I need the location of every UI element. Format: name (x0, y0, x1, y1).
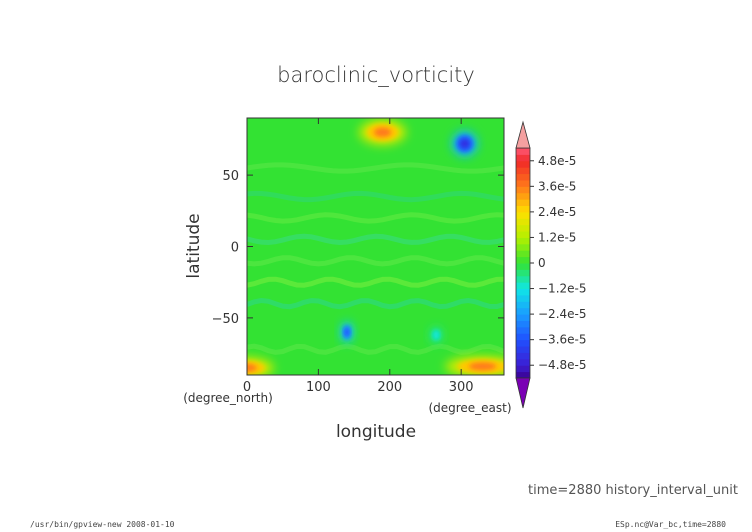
feature-core (247, 363, 257, 372)
x-tick-label: 0 (243, 380, 251, 395)
feature-core (433, 331, 439, 339)
colorbar-tick-label: 1.2e-5 (538, 230, 576, 244)
chart-title: baroclinic_vorticity (277, 63, 475, 87)
y-unit-label: (degree_north) (183, 391, 273, 405)
colorbar-over-arrow (515, 120, 531, 149)
colorbar-segment (516, 294, 530, 302)
y-axis-label: latitude (184, 213, 204, 278)
colorbar-segment (516, 307, 530, 315)
y-tick-label: 0 (231, 241, 239, 256)
colorbar-segment (516, 358, 530, 366)
x-axis-label: longitude (336, 422, 416, 442)
footer-left: /usr/bin/gpview-new 2008-01-10 (30, 520, 175, 529)
colorbar-segment (516, 263, 530, 270)
colorbar-segment (516, 301, 530, 309)
texture-band (247, 343, 504, 355)
colorbar-tick-label: 4.8e-5 (538, 154, 576, 168)
colorbar-segment (516, 333, 530, 341)
colorbar-segment (516, 250, 530, 258)
colorbar-segment (516, 167, 530, 175)
colorbar-segment (516, 179, 530, 187)
colorbar-tick-label: 2.4e-5 (538, 205, 576, 219)
colorbar-segment (516, 199, 530, 206)
colorbar-tick-label: 3.6e-5 (538, 179, 576, 193)
colorbar-segment (516, 186, 530, 194)
y-axis: 50 0 −50 (212, 169, 504, 327)
colorbar-segment (516, 371, 530, 379)
y-tick-label: 50 (222, 169, 239, 184)
colorbar-segment (516, 192, 530, 200)
x-tick-label: 100 (306, 380, 331, 395)
colorbar-segment (516, 243, 530, 251)
colorbar-segment (516, 231, 530, 238)
colorbar-segment (516, 256, 530, 264)
colorbar-segment (516, 275, 530, 283)
feature-core (374, 127, 392, 137)
texture-band (247, 190, 504, 203)
colorbar-segment (516, 154, 530, 162)
plot-area (247, 118, 504, 375)
colorbar-segment (516, 211, 530, 219)
colorbar-segment (516, 326, 530, 334)
colorbar-tick-label: −4.8e-5 (538, 358, 587, 372)
colorbar-segment (516, 288, 530, 296)
colorbar-segment (516, 173, 530, 181)
texture-band (247, 233, 504, 246)
texture-band (247, 276, 504, 288)
colorbar-segment (516, 237, 530, 245)
colorbar-segment (516, 320, 530, 328)
x-tick-label: 300 (449, 380, 474, 395)
colorbar-segment (516, 282, 530, 290)
footer-right: ESp.nc@Var_bc,time=2880 (615, 520, 726, 529)
texture-band (247, 297, 504, 310)
texture-band (247, 212, 504, 224)
field-background (247, 118, 504, 375)
x-tick-label: 200 (377, 380, 402, 395)
colorbar-segment (516, 346, 530, 353)
x-unit-label: (degree_east) (428, 401, 511, 415)
colorbar-segment (516, 160, 530, 168)
y-tick-label: −50 (212, 312, 239, 327)
colorbar-segment (516, 339, 530, 347)
colorbar: 4.8e-5 3.6e-5 2.4e-5 1.2e-5 0 −1.2e-5 −2.4e-5 −… (515, 120, 587, 409)
x-axis: 0 100 200 300 (243, 118, 474, 395)
colorbar-segment (516, 218, 530, 226)
colorbar-segment (516, 365, 530, 373)
feature-core (460, 138, 470, 149)
texture-band (247, 162, 504, 174)
feature-core (344, 328, 350, 337)
colorbar-segment (516, 314, 530, 321)
colorbar-segment (516, 148, 530, 155)
colorbar-tick-label: −1.2e-5 (538, 282, 587, 296)
field-features (247, 119, 504, 375)
time-info: time=2880 history_interval_unit (528, 483, 738, 498)
colorbar-segment (516, 352, 530, 360)
colorbar-tick-label: −3.6e-5 (538, 333, 587, 347)
feature-core (468, 362, 497, 371)
colorbar-segment (516, 224, 530, 232)
colorbar-tick-label: 0 (538, 256, 546, 270)
field-texture (247, 162, 504, 355)
texture-band (247, 255, 504, 267)
colorbar-tick-label: −2.4e-5 (538, 307, 587, 321)
colorbar-segment (516, 269, 530, 277)
colorbar-segment (516, 205, 530, 213)
colorbar-under-arrow (515, 377, 531, 409)
